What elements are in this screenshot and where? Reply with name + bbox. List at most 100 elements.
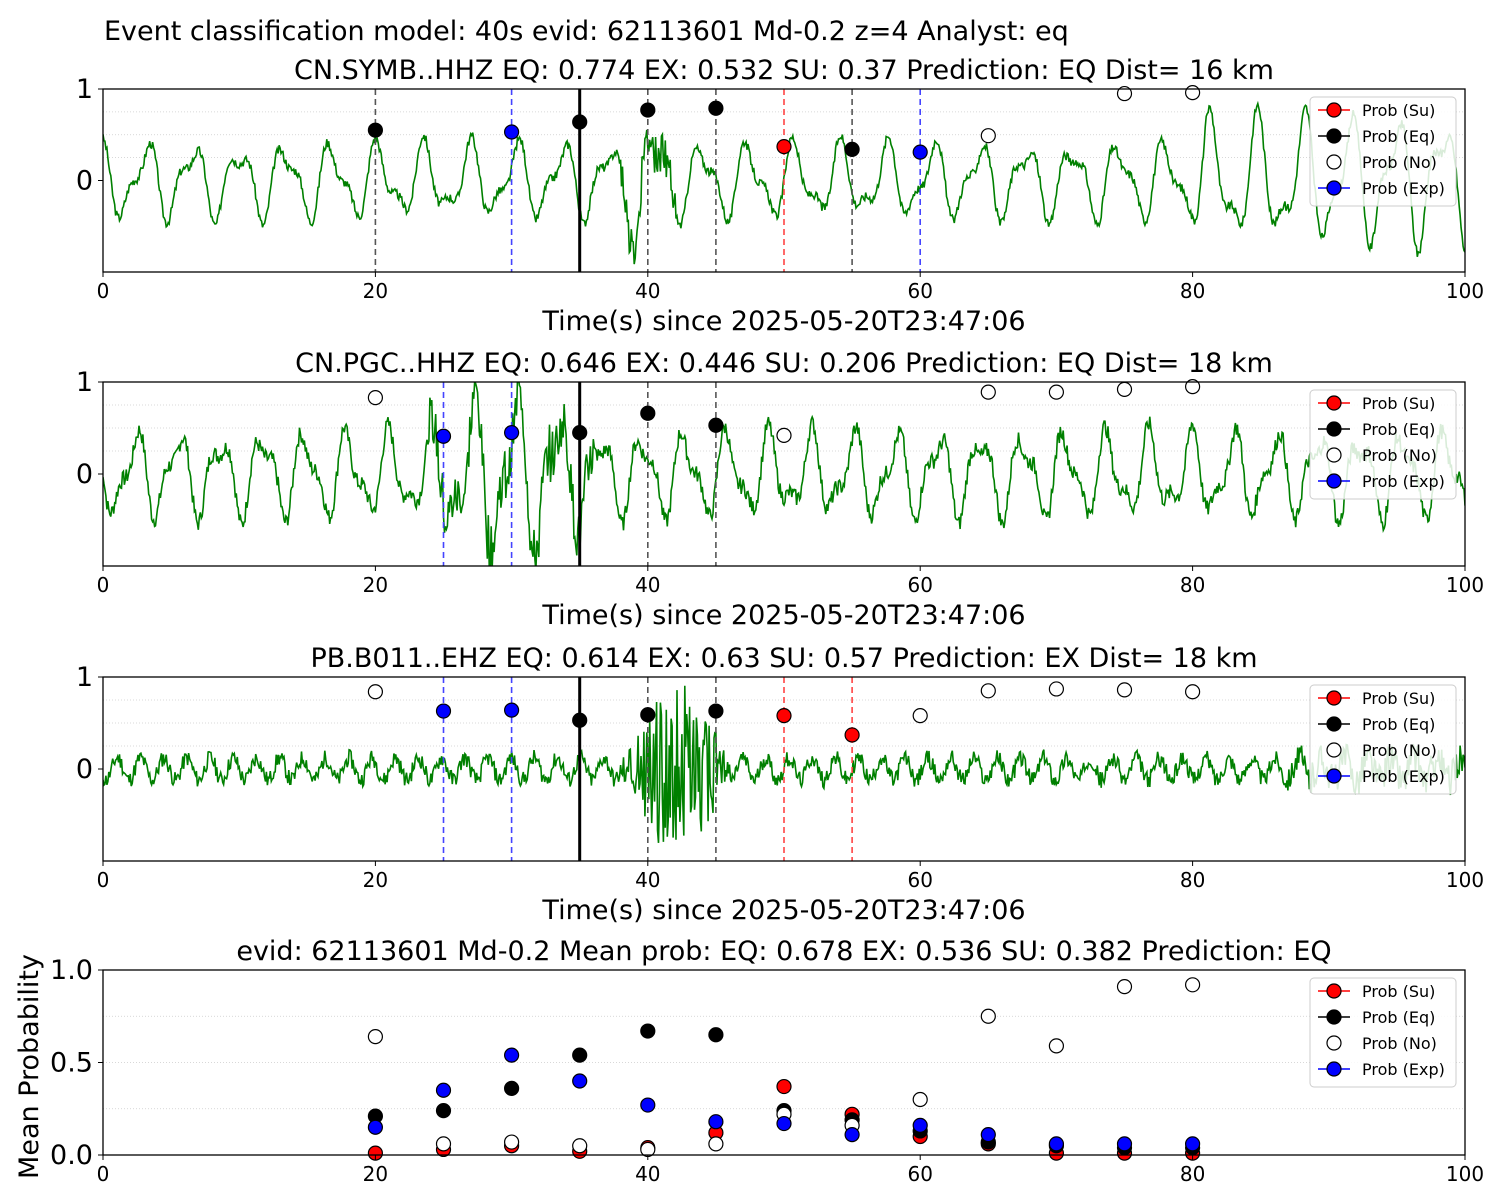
mean-prob-point-exp [980, 1127, 996, 1143]
prob-point-no [912, 708, 928, 724]
mean-prob-point-eq [435, 1102, 452, 1119]
prob-point-no [1116, 85, 1133, 102]
prob-point-no [1184, 379, 1201, 395]
x-tick-label: 40 [635, 573, 660, 597]
legend-marker [1326, 983, 1342, 999]
legend-label: Prob (Su) [1362, 101, 1435, 120]
legend-marker [1326, 690, 1342, 706]
y-tick-label: 1.0 [50, 955, 93, 986]
x-tick-label: 100 [1446, 1162, 1484, 1186]
prob-point-exp [504, 124, 520, 140]
panels: CN.SYMB..HHZ EQ: 0.774 EX: 0.532 SU: 0.3… [14, 55, 1484, 1186]
x-tick-label: 40 [635, 868, 660, 892]
x-axis-label: Time(s) since 2025-05-20T23:47:06 [541, 306, 1025, 337]
legend-marker [1326, 180, 1342, 196]
mean-prob-point-no [1116, 979, 1133, 995]
x-tick-label: 100 [1446, 868, 1484, 892]
panel-title: PB.B011..EHZ EQ: 0.614 EX: 0.63 SU: 0.57… [310, 643, 1257, 674]
x-tick-label: 40 [635, 279, 660, 303]
legend-label: Prob (No) [1362, 153, 1437, 172]
x-tick-label: 100 [1446, 573, 1484, 597]
mean-prob-point-eq [572, 1047, 588, 1063]
y-axis-label: Mean Probability [14, 954, 45, 1179]
legend-label: Prob (Eq) [1362, 715, 1435, 734]
mean-prob-point-exp [1116, 1136, 1133, 1152]
mean-prob-point-exp [572, 1073, 588, 1089]
mean-prob-point-no [1048, 1038, 1065, 1054]
y-tick-label: 1 [76, 662, 93, 693]
mean-prob-point-no [640, 1141, 656, 1158]
prob-point-no [1184, 85, 1201, 101]
x-tick-label: 80 [1180, 1162, 1205, 1186]
mean-prob-point-no [708, 1136, 724, 1152]
x-tick-label: 20 [363, 1162, 388, 1186]
prob-point-no [1184, 684, 1201, 700]
prob-point-no [1048, 384, 1065, 400]
mean-prob-point-no [980, 1008, 996, 1024]
legend: Prob (Su) Prob (Eq) Prob (No) Prob (Exp) [1309, 389, 1457, 500]
mean-prob-point-no [572, 1138, 588, 1154]
x-tick-label: 0 [97, 868, 110, 892]
y-tick-label: 0 [76, 459, 93, 490]
prob-point-exp [912, 144, 928, 160]
y-tick-label: 0.5 [50, 1048, 93, 1079]
prob-point-eq [844, 141, 860, 157]
legend-marker [1326, 128, 1342, 144]
mean-prob-point-su [367, 1145, 383, 1161]
mean-prob-point-exp [640, 1097, 656, 1113]
x-tick-label: 20 [363, 868, 388, 892]
legend-label: Prob (Exp) [1362, 1060, 1445, 1079]
legend-marker [1326, 1061, 1342, 1077]
x-axis-label: Time(s) since 2025-05-20T23:47:06 [541, 895, 1025, 926]
legend-marker [1326, 447, 1342, 463]
prob-point-no [1116, 682, 1133, 698]
mean-prob-point-no [435, 1136, 452, 1152]
prob-point-exp [504, 702, 520, 718]
x-tick-label: 20 [363, 279, 388, 303]
mean-prob-point-no [504, 1134, 520, 1150]
mean-prob-point-no [912, 1091, 928, 1108]
legend-label: Prob (No) [1362, 1034, 1437, 1053]
legend: Prob (Su) Prob (Eq) Prob (No) Prob (Exp) [1309, 96, 1457, 207]
legend: Prob (Su) Prob (Eq) Prob (No) Prob (Exp) [1309, 977, 1457, 1088]
prob-point-no [1048, 681, 1065, 697]
y-tick-label: 1 [76, 367, 93, 398]
y-tick-label: 1 [76, 74, 93, 105]
legend-marker [1326, 395, 1342, 411]
legend-marker [1326, 102, 1342, 118]
x-tick-label: 20 [363, 573, 388, 597]
x-tick-label: 0 [97, 573, 110, 597]
mean-prob-point-eq [708, 1027, 724, 1043]
mean-prob-point-eq [504, 1080, 520, 1097]
mean-prob-point-no [367, 1028, 383, 1045]
legend-marker [1326, 716, 1342, 732]
prob-point-exp [435, 428, 452, 444]
panel-title: CN.PGC..HHZ EQ: 0.646 EX: 0.446 SU: 0.20… [295, 348, 1273, 379]
mean-prob-point-exp [708, 1114, 724, 1130]
legend-label: Prob (Eq) [1362, 420, 1435, 439]
mean-prob-point-exp [435, 1082, 452, 1098]
prob-point-eq [367, 122, 383, 138]
legend-marker [1326, 742, 1342, 758]
x-tick-label: 100 [1446, 279, 1484, 303]
x-tick-label: 80 [1180, 868, 1205, 892]
mean-prob-point-no [1184, 977, 1201, 993]
mean-prob-point-su [776, 1078, 792, 1095]
mean-prob-point-exp [367, 1119, 383, 1135]
x-tick-label: 40 [635, 1162, 660, 1186]
prob-point-eq [572, 712, 588, 728]
legend-label: Prob (Exp) [1362, 767, 1445, 786]
waveform-trace [103, 100, 1465, 265]
legend-label: Prob (Exp) [1362, 179, 1445, 198]
prob-point-eq [640, 102, 656, 118]
prob-point-eq [708, 703, 724, 719]
x-tick-label: 0 [97, 1162, 110, 1186]
waveform-trace [103, 382, 1465, 566]
legend-label: Prob (Eq) [1362, 1008, 1435, 1027]
prob-point-no [776, 427, 792, 443]
prob-point-eq [572, 114, 588, 130]
x-tick-label: 80 [1180, 573, 1205, 597]
panel-4: evid: 62113601 Md-0.2 Mean prob: EQ: 0.6… [14, 936, 1484, 1186]
prob-point-eq [640, 707, 656, 723]
